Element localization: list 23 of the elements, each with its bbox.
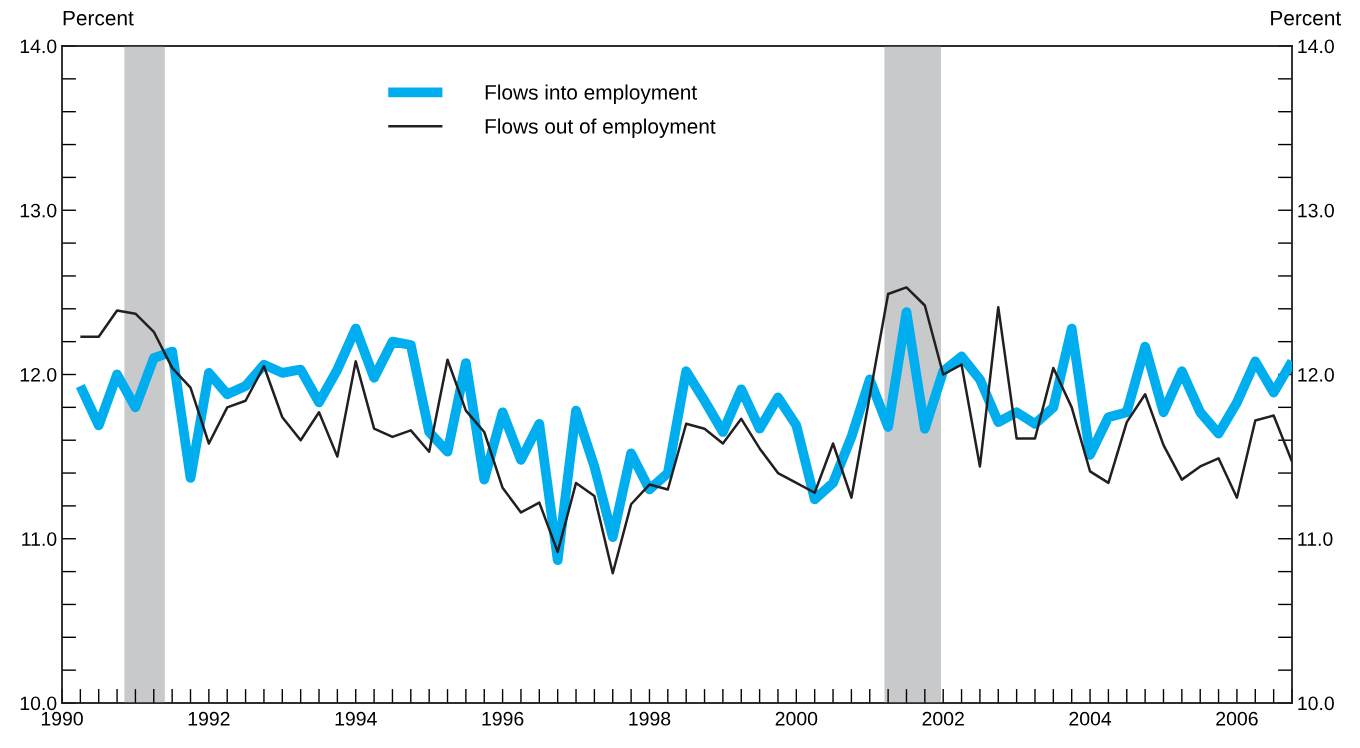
y-tick-label: 14.0 [20, 39, 57, 54]
y-tick-label: 13.0 [20, 203, 57, 218]
y2-tick-label: 13.0 [1298, 203, 1334, 218]
y2-tick-label: 12.0 [1298, 367, 1334, 382]
x-tick-label: 2004 [1069, 711, 1112, 726]
y-tick-label: 12.0 [20, 367, 57, 382]
x-tick-label: 2002 [922, 711, 964, 726]
x-tick-label: 1990 [41, 711, 83, 726]
x-tick-label: 1996 [482, 711, 524, 726]
y2-tick-label: 14.0 [1298, 39, 1334, 54]
x-tick-label: 2006 [1216, 711, 1258, 726]
y-tick-label: 11.0 [22, 532, 57, 546]
y2-axis-title: Percent [1271, 10, 1342, 26]
y-axis-title: Percent [63, 10, 134, 26]
x-tick-label: 2000 [775, 711, 818, 726]
y2-tick-label: 11.0 [1298, 532, 1333, 546]
legend-label: Flows out of employment [485, 118, 716, 138]
y-tick-label: 10.0 [20, 696, 57, 711]
x-tick-label: 1994 [335, 711, 377, 726]
x-tick-label: 1992 [188, 711, 230, 726]
legend-label: Flows into employment [485, 84, 697, 104]
x-tick-label: 1998 [629, 711, 671, 726]
y2-tick-label: 10.0 [1298, 696, 1334, 711]
